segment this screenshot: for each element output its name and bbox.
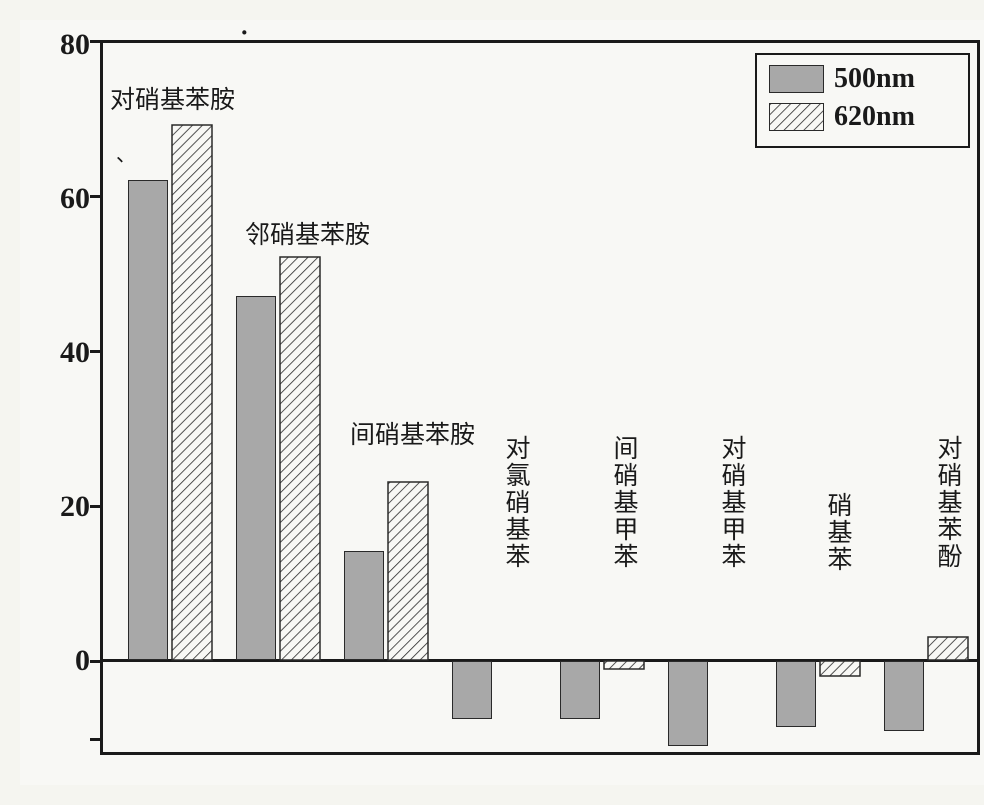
legend-label-620nm: 620nm [834,101,915,133]
y-tick-20 [90,505,100,508]
legend-label-500nm: 500nm [834,63,915,95]
y-tick-label-40: 40 [40,336,90,370]
cat-label-7: 硝基苯 [820,492,856,573]
bar-g6-500nm [668,661,708,746]
legend-row-620nm: 620nm [769,101,956,133]
chart-container: 80 60 40 20 0 · 对硝基 [20,20,984,785]
cat-label-6: 对硝基甲苯 [714,435,750,570]
y-tick-0 [90,660,100,663]
y-tick-60 [90,195,100,198]
accent-mark-2: 、 [116,138,136,167]
legend: 500nm 620nm [755,53,970,148]
bar-g2-500nm [236,296,276,660]
bar-g1-500nm [128,180,168,660]
y-tick-label-60: 60 [40,182,90,216]
y-tick-label-20: 20 [40,490,90,524]
legend-swatch-620nm [769,103,824,131]
cat-label-1: 对硝基苯胺 [110,80,235,116]
bar-g7-500nm [776,661,816,727]
legend-swatch-500nm [769,65,824,93]
y-tick-neg [90,738,100,741]
bar-g8-500nm [884,661,924,731]
legend-row-500nm: 500nm [769,63,956,95]
y-tick-label-0: 0 [40,644,90,678]
accent-mark: · [240,18,249,48]
zero-line [100,659,980,662]
bar-g4-500nm [452,661,492,719]
cat-label-8: 对硝基苯酚 [930,435,966,570]
bar-g5-500nm [560,661,600,719]
bar-g3-500nm [344,551,384,660]
y-tick-80 [90,40,100,43]
y-tick-label-80: 80 [40,28,90,62]
cat-label-2: 邻硝基苯胺 [245,215,370,251]
cat-label-3: 间硝基苯胺 [350,415,475,451]
cat-label-4: 对氯硝基苯 [498,435,534,570]
y-tick-40 [90,350,100,353]
cat-label-5: 间硝基甲苯 [606,435,642,570]
